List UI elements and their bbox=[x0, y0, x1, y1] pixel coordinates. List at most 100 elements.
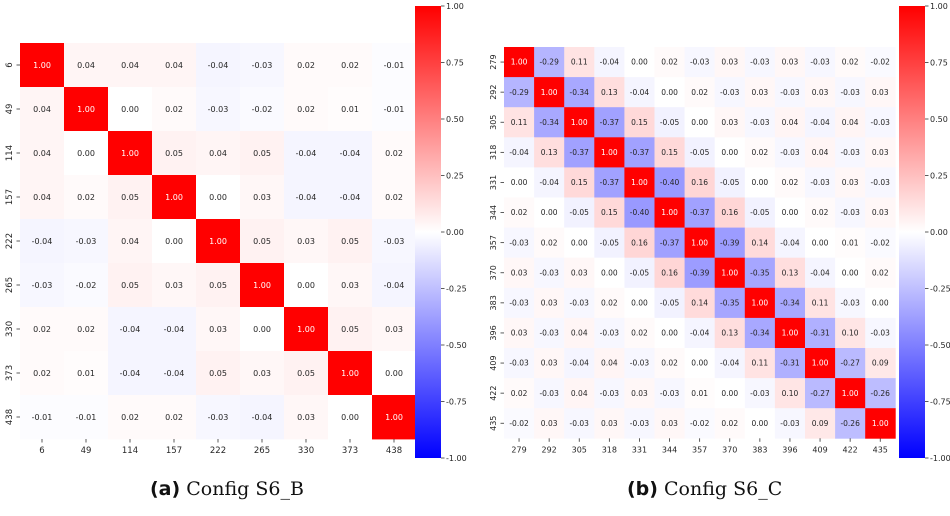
y-tick-label: 305 bbox=[489, 115, 498, 130]
heatmap-cell bbox=[865, 47, 896, 78]
heatmap-cell bbox=[835, 107, 866, 138]
heatmap-cell bbox=[240, 351, 285, 396]
heatmap-cell bbox=[196, 219, 241, 264]
cell-value-label: 0.02 bbox=[297, 61, 315, 70]
heatmap-panel-a: 1.00 0.04 0.04 0.04 -0.04 -0.03 0.02 0.02 -0.01 0… bbox=[5, 2, 467, 463]
heatmap-cell bbox=[744, 227, 776, 259]
colorbar-tick-label: 0.50 bbox=[930, 115, 948, 124]
heatmap-cell bbox=[774, 378, 806, 409]
heatmap-cell bbox=[240, 219, 285, 264]
cell-value-label: -0.37 bbox=[600, 178, 620, 187]
caption-b-text: Config S6_C bbox=[664, 478, 783, 500]
y-tick-label: 292 bbox=[489, 85, 498, 100]
heatmap-cell bbox=[372, 87, 417, 132]
cell-value-label: -0.03 bbox=[630, 419, 650, 428]
heatmap-cell bbox=[504, 137, 535, 168]
heatmap-cell bbox=[534, 257, 565, 289]
heatmap-cell bbox=[744, 378, 776, 409]
heatmap-cell bbox=[835, 137, 866, 168]
y-tick-label: 438 bbox=[5, 409, 15, 425]
heatmap-cell bbox=[196, 351, 241, 396]
cell-value-label: -0.05 bbox=[600, 238, 620, 247]
heatmap-cell bbox=[564, 287, 595, 319]
heatmap-cell bbox=[534, 107, 565, 138]
heatmap-cell bbox=[654, 378, 685, 409]
heatmap-cell bbox=[684, 287, 716, 319]
cell-value-label: 0.02 bbox=[77, 325, 95, 334]
cell-value-label: 0.03 bbox=[751, 88, 768, 97]
cell-value-label: 0.02 bbox=[751, 148, 768, 157]
cell-value-label: -0.04 bbox=[340, 193, 361, 202]
cell-value-label: 0.03 bbox=[341, 281, 359, 290]
cell-value-label: 0.10 bbox=[782, 389, 799, 398]
cell-value-label: -0.03 bbox=[840, 88, 860, 97]
heatmap-cell bbox=[774, 287, 806, 319]
cell-value-label: 0.05 bbox=[341, 325, 359, 334]
x-tick-label: 409 bbox=[812, 445, 827, 454]
heatmap-cell bbox=[284, 395, 329, 440]
heatmap-cell bbox=[624, 47, 655, 78]
heatmap-cell bbox=[108, 175, 153, 220]
heatmap-cell bbox=[774, 408, 806, 439]
heatmap-cell bbox=[744, 197, 776, 228]
heatmap-cell bbox=[774, 107, 806, 138]
heatmap-cell bbox=[504, 167, 535, 198]
heatmap-cell bbox=[20, 43, 65, 88]
heatmap-cell bbox=[594, 227, 625, 259]
cell-value-label: -0.01 bbox=[384, 61, 405, 70]
heatmap-cell bbox=[774, 257, 806, 289]
heatmap-cell bbox=[152, 87, 197, 132]
cell-value-label: -0.03 bbox=[384, 237, 405, 246]
heatmap-cell bbox=[654, 287, 685, 319]
cell-value-label: 0.00 bbox=[842, 268, 859, 277]
cell-value-label: 1.00 bbox=[661, 208, 678, 217]
y-tick-label: 265 bbox=[5, 277, 15, 293]
cell-value-label: -0.04 bbox=[340, 149, 361, 158]
cell-value-label: 0.05 bbox=[253, 149, 271, 158]
cell-value-label: 1.00 bbox=[751, 298, 768, 307]
cell-value-label: -0.37 bbox=[690, 208, 710, 217]
cell-value-label: 0.04 bbox=[121, 237, 139, 246]
heatmap-cell bbox=[196, 307, 241, 352]
heatmap-cell bbox=[284, 131, 329, 176]
cell-value-label: 0.15 bbox=[571, 178, 588, 187]
cell-value-label: -0.03 bbox=[539, 389, 559, 398]
cell-value-label: 0.03 bbox=[541, 359, 558, 368]
cell-value-label: -0.37 bbox=[570, 148, 590, 157]
heatmap-cell bbox=[20, 263, 65, 308]
heatmap-cell bbox=[240, 131, 285, 176]
cell-value-label: 0.03 bbox=[297, 413, 315, 422]
heatmap-cell bbox=[284, 219, 329, 264]
cell-value-label: 0.00 bbox=[601, 268, 618, 277]
caption-b-label: (b) bbox=[627, 478, 658, 500]
heatmap-cell bbox=[564, 257, 595, 289]
heatmap-cell bbox=[624, 227, 655, 259]
heatmap-cell bbox=[594, 197, 625, 228]
y-tick-label: 409 bbox=[489, 355, 498, 370]
cell-value-label: -0.03 bbox=[750, 118, 770, 127]
cell-value-label: -0.40 bbox=[660, 178, 680, 187]
x-tick-label: 318 bbox=[602, 445, 617, 454]
heatmap-cell bbox=[196, 395, 241, 440]
cell-value-label: 0.05 bbox=[209, 369, 227, 378]
heatmap-cell bbox=[196, 175, 241, 220]
cell-value-label: 0.03 bbox=[631, 389, 648, 398]
cell-value-label: 1.00 bbox=[77, 105, 95, 114]
cell-value-label: -0.03 bbox=[539, 329, 559, 338]
cell-value-label: 0.02 bbox=[691, 88, 708, 97]
heatmap-cell bbox=[654, 107, 685, 138]
y-tick-label: 344 bbox=[489, 205, 498, 220]
heatmap-cell bbox=[594, 137, 625, 168]
cell-value-label: 0.03 bbox=[385, 325, 403, 334]
heatmap-cell bbox=[865, 77, 896, 108]
cell-value-label: 0.09 bbox=[812, 419, 829, 428]
heatmap-cell bbox=[152, 43, 197, 88]
cell-value-label: 0.01 bbox=[691, 389, 708, 398]
heatmap-cell bbox=[805, 167, 836, 198]
cell-value-label: -0.04 bbox=[120, 369, 141, 378]
cell-value-label: 0.00 bbox=[297, 281, 315, 290]
heatmap-cell bbox=[865, 378, 896, 409]
heatmap-cell bbox=[654, 408, 685, 439]
heatmap-cell bbox=[805, 378, 836, 409]
cell-value-label: 0.04 bbox=[33, 149, 51, 158]
